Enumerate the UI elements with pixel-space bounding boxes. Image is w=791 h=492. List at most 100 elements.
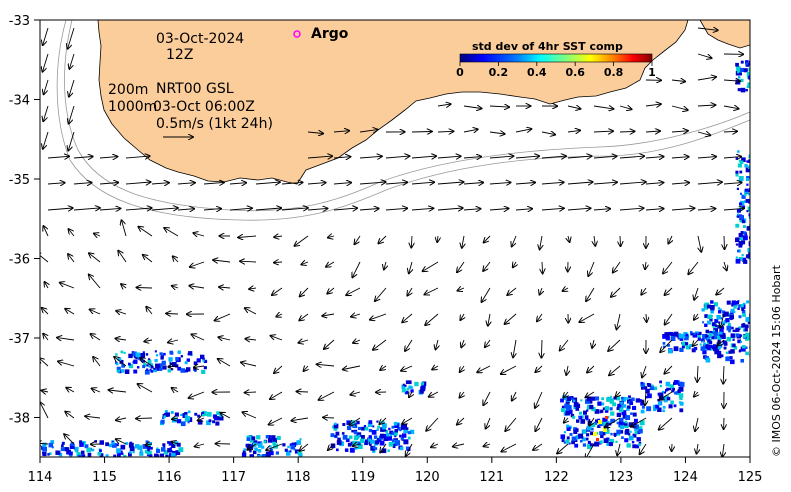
sst-pixel (202, 359, 205, 362)
sst-pixel (79, 440, 83, 444)
sst-pixel (746, 160, 749, 163)
sst-pixel (739, 160, 744, 164)
sst-pixel (619, 417, 624, 423)
sst-pixel (150, 370, 154, 373)
sst-pixel (692, 332, 698, 338)
current-arrow (453, 444, 465, 447)
sst-pixel (705, 357, 711, 363)
sst-pixel (381, 423, 387, 429)
sst-pixel (275, 451, 279, 455)
sst-pixel (616, 407, 620, 411)
current-arrow (40, 358, 49, 367)
current-arrow (173, 256, 179, 263)
sst-pixel (367, 422, 373, 427)
sst-pixel (632, 444, 637, 449)
current-arrow (698, 235, 701, 252)
sst-pixel (393, 443, 396, 446)
sst-pixel (105, 442, 109, 447)
sst-pixel (345, 438, 350, 443)
sst-pixel (208, 419, 212, 423)
sst-pixel (697, 335, 701, 338)
sst-pixel (137, 445, 142, 450)
current-arrow (281, 208, 308, 210)
current-arrow (172, 418, 179, 419)
sst-pixel (383, 433, 388, 439)
sst-pixel (187, 410, 191, 414)
sst-pixel (299, 438, 302, 441)
sst-pixel (570, 413, 575, 418)
sst-pixel (357, 434, 361, 438)
sst-pixel (746, 85, 750, 89)
current-arrow (168, 340, 179, 343)
sst-pixel (587, 444, 592, 450)
sst-pixel (623, 422, 628, 426)
sst-pixel (668, 388, 672, 391)
sst-pixel (739, 218, 744, 223)
sst-pixel (653, 407, 657, 412)
sst-pixel (170, 452, 176, 457)
sst-pixel (740, 67, 745, 72)
sst-pixel (607, 416, 610, 419)
sst-pixel (721, 332, 726, 338)
current-arrow (297, 392, 309, 393)
current-arrow (587, 365, 595, 373)
current-arrow (92, 388, 101, 392)
sst-pixel (737, 213, 740, 216)
current-arrow (47, 183, 65, 184)
sst-pixel (142, 365, 146, 369)
sst-pixel (132, 351, 137, 356)
colorbar-tick-label: 0.4 (527, 66, 547, 79)
sst-pixel (673, 346, 679, 352)
sst-pixel (678, 386, 684, 392)
current-arrow (642, 365, 646, 377)
sst-pixel (665, 381, 671, 387)
sst-pixel (391, 425, 395, 429)
current-arrow (694, 392, 698, 397)
sst-pixel (379, 440, 385, 446)
sst-pixel (741, 194, 746, 199)
sst-pixel (745, 62, 748, 66)
current-arrow (353, 444, 361, 446)
sst-pixel (371, 430, 377, 435)
current-arrow (307, 156, 332, 158)
sst-pixel (560, 434, 566, 439)
sst-pixel (711, 335, 715, 340)
current-arrow (567, 182, 593, 184)
current-arrow (220, 413, 231, 419)
sst-pixel (662, 342, 666, 345)
sst-pixel (265, 451, 271, 457)
current-arrow (501, 443, 517, 452)
sst-pixel (744, 188, 748, 192)
sst-pixel (741, 157, 746, 162)
sst-pixel (206, 420, 211, 426)
sst-pixel (330, 433, 335, 438)
current-arrow (69, 53, 75, 69)
x-tick-label: 120 (415, 470, 440, 485)
sst-pixel (206, 411, 212, 417)
sst-pixel (645, 396, 648, 399)
current-arrow (122, 220, 127, 237)
current-arrow (694, 287, 698, 300)
sst-pixel (42, 442, 47, 447)
current-arrow (463, 157, 481, 158)
sst-pixel (62, 441, 65, 445)
sst-pixel (744, 200, 747, 203)
colorbar (459, 53, 653, 63)
current-arrow (723, 131, 737, 132)
sst-pixel (269, 448, 273, 452)
sst-pixel (698, 331, 702, 335)
sst-pixel (738, 241, 743, 246)
current-arrow (40, 252, 49, 263)
sst-pixel (670, 400, 674, 405)
sst-pixel (175, 450, 181, 455)
sst-pixel (167, 441, 170, 444)
current-arrow (723, 157, 741, 158)
sst-pixel (176, 442, 181, 447)
sst-pixel (286, 451, 291, 456)
sst-pixel (147, 358, 151, 361)
current-arrow (380, 417, 387, 424)
sst-pixel (735, 258, 741, 264)
current-arrow (617, 443, 620, 455)
current-arrow (99, 183, 118, 185)
sst-pixel (361, 435, 365, 439)
